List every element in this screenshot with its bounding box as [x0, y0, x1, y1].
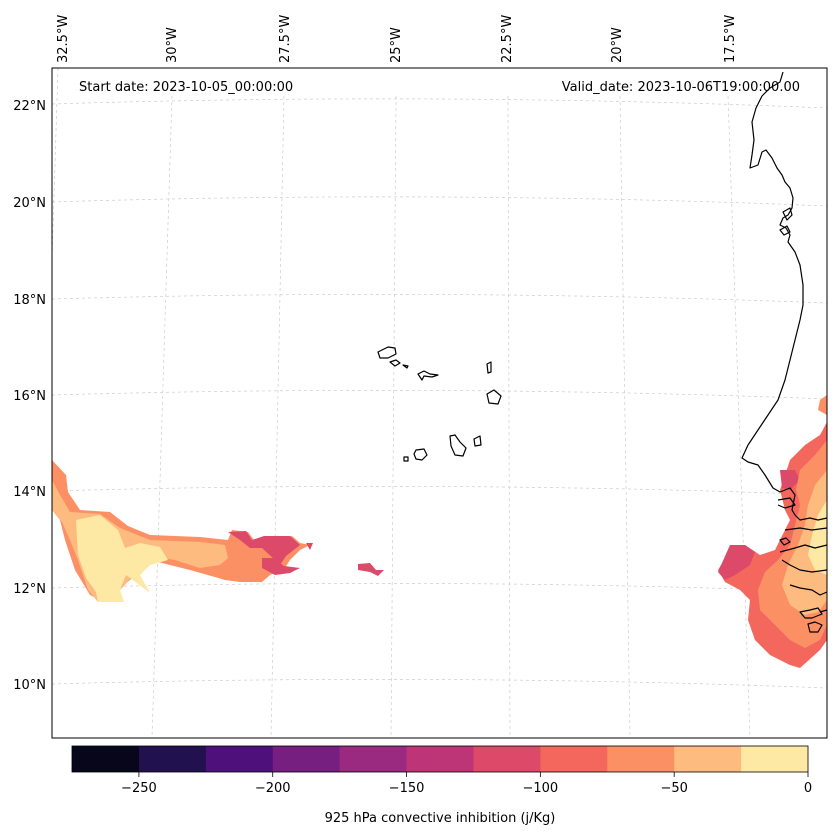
colorbar-segment	[674, 746, 742, 772]
contour-west-red-4	[358, 563, 384, 576]
lat-labels: 22°N 20°N 18°N 16°N 14°N 12°N 10°N	[13, 99, 46, 693]
contour-west-red-2	[262, 558, 300, 575]
lat-label: 14°N	[13, 485, 46, 500]
contour-west-red-1	[228, 531, 300, 565]
coastlines	[741, 71, 828, 633]
gridlines	[51, 67, 828, 739]
colorbar-segment	[473, 746, 541, 772]
lon-label: 25°W	[389, 27, 404, 63]
colorbar-segment	[406, 746, 474, 772]
valid-date-label: Valid_date: 2023-10-06T19:00:00.00	[562, 80, 800, 95]
lon-label: 20°W	[610, 27, 625, 63]
colorbar-segment	[607, 746, 675, 772]
colorbar-tick-label: −200	[255, 781, 291, 796]
island-santiago	[449, 434, 467, 457]
island-santa-luzia	[402, 364, 409, 369]
island-santo-antao	[377, 346, 397, 359]
lon-label: 27.5°W	[278, 15, 293, 63]
lon-labels: 32.5°W 30°W 27.5°W 25°W 22.5°W 20°W 17.5…	[56, 15, 738, 63]
lon-label: 32.5°W	[56, 15, 71, 63]
colorbar-tick-label: −50	[660, 781, 687, 796]
colorbar-segment	[272, 746, 341, 772]
lat-label: 20°N	[13, 196, 46, 211]
contour-west-inner	[76, 515, 168, 602]
contour-east-orange-patch	[818, 395, 827, 415]
lat-label: 10°N	[13, 678, 46, 693]
colorbar-segment	[205, 746, 274, 772]
lat-label: 22°N	[13, 99, 46, 114]
map-frame	[52, 68, 827, 738]
lat-label: 18°N	[13, 293, 46, 308]
contour-east-red-top	[780, 470, 800, 490]
lat-label: 16°N	[13, 389, 46, 404]
island-brava	[403, 456, 409, 462]
island-sal	[486, 361, 492, 374]
contour-east-red-left	[718, 545, 755, 580]
island-sao-nicolau	[417, 370, 439, 381]
cin-fill-east	[718, 395, 827, 668]
coast-gambia	[777, 497, 796, 509]
colorbar-border	[71, 745, 809, 773]
colorbar-label: 925 hPa convective inhibition (j/Kg)	[325, 811, 556, 826]
coast-bijagos	[779, 537, 791, 546]
lon-label: 17.5°W	[723, 15, 738, 63]
colorbar-tick-label: 0	[804, 781, 812, 796]
coast-guinea-bissau	[779, 527, 828, 596]
island-maio	[473, 435, 482, 447]
contour-east-high	[782, 470, 827, 615]
island-fogo	[413, 448, 428, 461]
colorbar-tick-label: −100	[523, 781, 559, 796]
colorbar-segment	[540, 746, 608, 772]
colorbar-segment	[339, 746, 408, 772]
island-sao-vicente	[389, 359, 401, 367]
start-date-label: Start date: 2023-10-05_00:00:00	[79, 80, 293, 95]
map-border	[51, 67, 828, 739]
colorbar-segment	[138, 746, 207, 772]
cape-verde-islands	[377, 346, 502, 462]
island-canary-south	[779, 207, 793, 236]
coast-sierra-leone	[799, 607, 828, 633]
africa-coastline	[741, 71, 828, 521]
colorbar-tick-label: −150	[389, 781, 425, 796]
colorbar-segment	[741, 746, 809, 772]
contour-west-red-3	[306, 543, 313, 550]
lon-label: 22.5°W	[500, 15, 515, 63]
lat-label: 12°N	[13, 582, 46, 597]
lon-label: 30°W	[165, 27, 180, 63]
colorbar-segment	[72, 746, 140, 772]
island-boa-vista	[486, 389, 502, 405]
colorbar-tick-label: −250	[121, 781, 157, 796]
colorbar: −250 −200 −150 −100 −50 0	[71, 745, 812, 796]
cin-fill-west	[52, 460, 384, 602]
